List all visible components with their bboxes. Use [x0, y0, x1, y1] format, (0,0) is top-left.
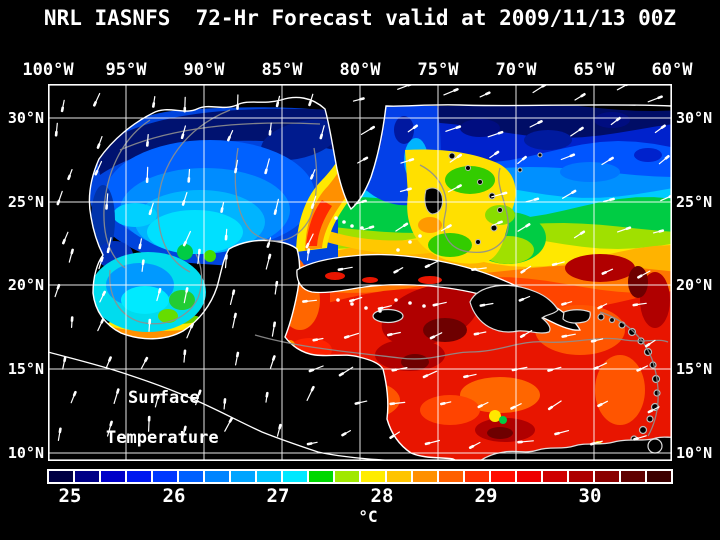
colorbar-segment [490, 470, 516, 483]
colorbar-segment [282, 470, 308, 483]
colorbar-tick-label: 26 [162, 485, 186, 507]
lat-label: 10°N [7, 444, 44, 462]
jamaica-land [372, 308, 404, 324]
lon-label: 100°W [22, 60, 74, 80]
colorbar-segment [464, 470, 490, 483]
lon-label: 60°W [651, 60, 693, 80]
campeche-pool [90, 252, 207, 339]
cuba-land [296, 253, 581, 331]
colorbar-segment [438, 470, 464, 483]
colorbar-segment [594, 470, 620, 483]
colorbar-segment [360, 470, 386, 483]
lon-label: 75°W [417, 60, 459, 80]
colorbar-segment [204, 470, 230, 483]
colorbar-tick-label: 25 [58, 485, 82, 507]
colorbar-segment [100, 470, 126, 483]
colorbar-segment [646, 470, 672, 483]
cuba-inland-warm [325, 272, 345, 280]
colorbar [47, 469, 673, 484]
lon-label: 80°W [339, 60, 381, 80]
lat-label: 30°N [7, 109, 44, 127]
colorbar-segment [230, 470, 256, 483]
colorbar-segment [74, 470, 100, 483]
colorbar-segment [178, 470, 204, 483]
gulf-of-mexico-field [90, 107, 339, 269]
sst-map [48, 84, 672, 461]
south-america-land [478, 436, 672, 461]
lon-label: 65°W [573, 60, 615, 80]
colorbar-segment [542, 470, 568, 483]
colorbar-segment [386, 470, 412, 483]
lat-label: 25°N [676, 193, 713, 211]
gray-contours [103, 109, 669, 437]
map-frame [48, 84, 672, 461]
colorbar-segment [620, 470, 646, 483]
colorbar-segment [412, 470, 438, 483]
lat-label: 15°N [7, 360, 44, 378]
sst-map-canvas [48, 84, 672, 461]
lat-label: 20°N [676, 276, 713, 294]
lat-label: 30°N [676, 109, 713, 127]
trinidad-land [647, 438, 663, 454]
lat-label: 25°N [7, 193, 44, 211]
page-title: NRL IASNFS 72-Hr Forecast valid at 2009/… [43, 6, 677, 30]
annotation-temperature: Temperature [106, 428, 219, 448]
colorbar-segment [152, 470, 178, 483]
cays-and-keys [334, 216, 426, 313]
wind-vectors [54, 84, 672, 450]
colorbar-tick-label: 29 [474, 485, 498, 507]
pacific-coastline [48, 351, 409, 461]
colorbar-segment [256, 470, 282, 483]
colorbar-segment [568, 470, 594, 483]
colorbar-segment [516, 470, 542, 483]
lon-label: 70°W [495, 60, 537, 80]
hispaniola-land [469, 284, 559, 334]
colorbar-tick-label: 27 [266, 485, 290, 507]
lon-label: 95°W [105, 60, 147, 80]
lat-label: 20°N [7, 276, 44, 294]
longitude-axis: 100°W 95°W 90°W 85°W 80°W 75°W 70°W 65°W 60°W [0, 60, 720, 80]
lat-label: 15°N [676, 360, 713, 378]
lon-label: 90°W [183, 60, 225, 80]
colorbar-unit: °C [358, 507, 378, 526]
colorbar-tick-label: 28 [370, 485, 394, 507]
colorbar-tick-label: 30 [578, 485, 602, 507]
annotation-surface: Surface [128, 388, 200, 408]
colorbar-segment [308, 470, 334, 483]
colorbar-segment [334, 470, 360, 483]
colorbar-segment [48, 470, 74, 483]
lat-label: 10°N [676, 444, 713, 462]
lon-label: 85°W [261, 60, 303, 80]
graticule [48, 84, 672, 461]
puerto-rico-land [562, 309, 591, 324]
colorbar-segment [126, 470, 152, 483]
